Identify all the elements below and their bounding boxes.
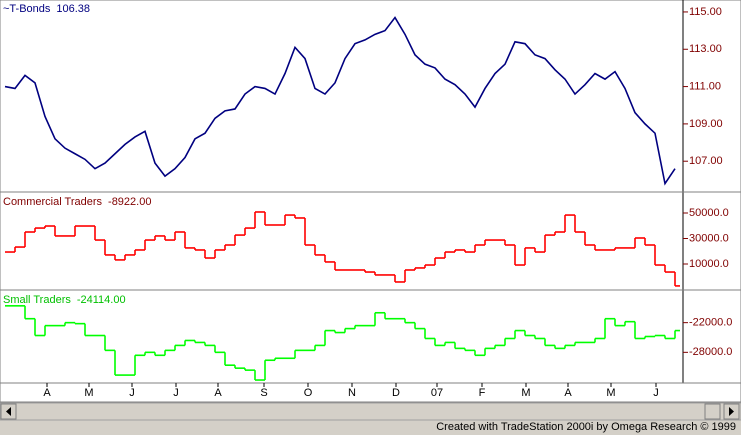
y-tick-label: 113.00 <box>689 43 722 55</box>
x-tick-label: J <box>173 387 179 399</box>
y-tick-label: 115.00 <box>689 6 722 18</box>
y-tick-label: 30000.0 <box>689 232 729 244</box>
scrollbar[interactable] <box>0 402 741 421</box>
x-tick-label: O <box>304 387 313 399</box>
last-value: -24114.00 <box>77 294 126 306</box>
y-tick-label: 111.00 <box>689 80 721 92</box>
last-value: 106.38 <box>56 3 90 15</box>
scroll-thumb[interactable] <box>704 403 721 420</box>
right-arrow-icon <box>729 407 734 416</box>
x-tick-label: J <box>129 387 135 399</box>
x-tick-label: F <box>479 387 486 399</box>
x-tick-label: D <box>392 387 400 399</box>
x-tick-label: A <box>214 387 222 399</box>
left-arrow-icon <box>6 407 11 416</box>
x-tick-label: A <box>43 387 51 399</box>
x-tick-label: M <box>606 387 615 399</box>
x-tick-label: J <box>653 387 659 399</box>
x-tick-label: 07 <box>431 387 443 399</box>
y-tick-label: 109.00 <box>689 118 723 130</box>
x-tick-label: A <box>564 387 572 399</box>
series-name: Small Traders <box>3 294 71 306</box>
x-tick-label: N <box>348 387 356 399</box>
x-tick-label: M <box>84 387 93 399</box>
y-tick-label: 10000.0 <box>689 258 729 270</box>
last-value: -8922.00 <box>108 196 151 208</box>
series-name: Commercial Traders <box>3 196 103 208</box>
pane-title: Commercial Traders -8922.00 <box>3 196 151 208</box>
y-tick-label: 107.00 <box>689 155 723 167</box>
y-tick-label: -22000.0 <box>689 317 732 329</box>
footer-credit: Created with TradeStation 2000i by Omega… <box>436 421 736 433</box>
chart-background <box>0 0 741 403</box>
y-tick-label: -28000.0 <box>689 346 732 358</box>
series-name: ~T-Bonds <box>3 3 51 15</box>
pane-title: ~T-Bonds 106.38 <box>3 3 90 15</box>
y-tick-label: 50000.0 <box>689 207 729 219</box>
price-line <box>4 16 676 186</box>
pane-title: Small Traders -24114.00 <box>3 294 126 306</box>
x-tick-label: S <box>260 387 267 399</box>
x-tick-label: M <box>521 387 530 399</box>
